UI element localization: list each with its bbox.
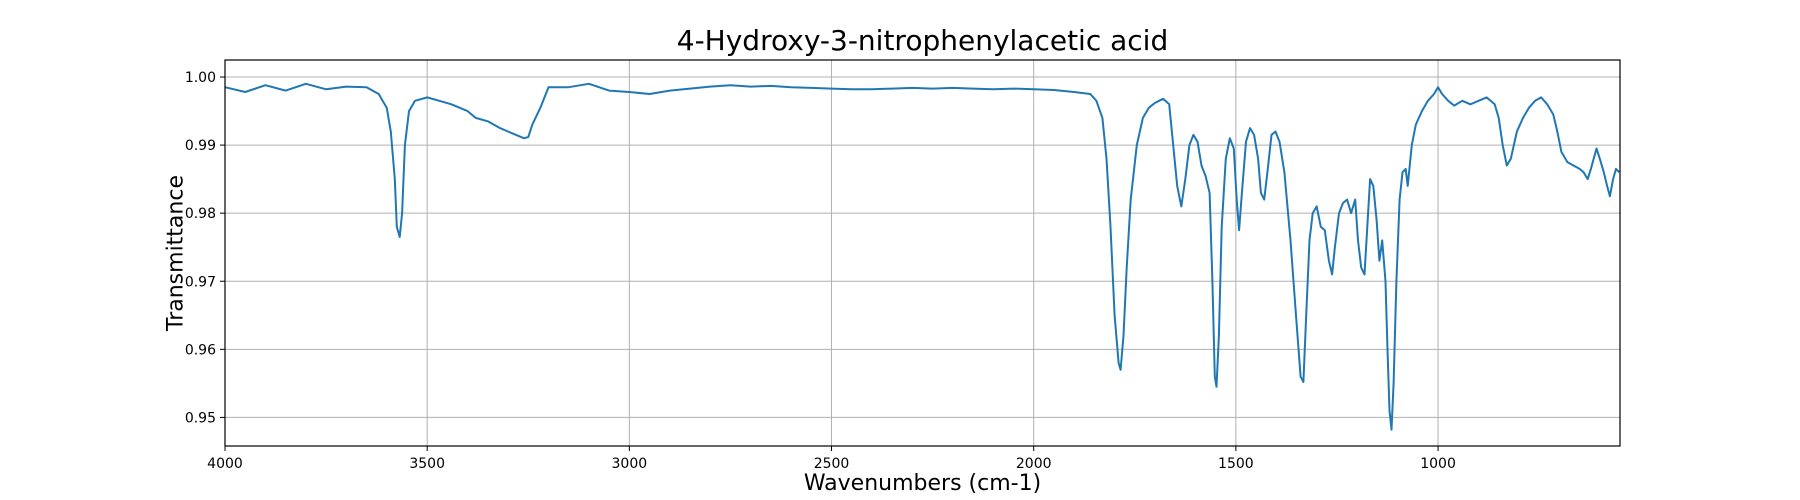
grid <box>224 60 1620 446</box>
x-tick-label: 1000 <box>1420 456 1456 472</box>
x-tick-label: 3500 <box>409 456 445 472</box>
y-tick-label: 0.98 <box>185 206 216 222</box>
y-tick-label: 0.97 <box>185 274 216 290</box>
x-tick-label: 2500 <box>814 456 850 472</box>
y-tick-label: 0.95 <box>185 410 216 426</box>
y-axis: 0.95 0.96 0.97 0.98 0.99 1.00 <box>185 70 225 426</box>
y-tick-label: 1.00 <box>185 70 216 86</box>
y-tick-label: 0.99 <box>185 138 216 154</box>
series-layer <box>224 82 1620 431</box>
x-axis: 4000 3500 3000 2500 2000 1500 1000 <box>207 446 1456 472</box>
plot-area-frame <box>224 59 1621 447</box>
x-tick-label: 3000 <box>612 456 648 472</box>
x-tick-label: 2000 <box>1016 456 1052 472</box>
x-tick-label: 1500 <box>1218 456 1254 472</box>
x-axis-label: Wavenumbers (cm-1) <box>804 471 1041 496</box>
y-tick-label: 0.96 <box>185 342 216 358</box>
x-tick-label: 4000 <box>207 456 243 472</box>
y-axis-label: Transmittance <box>164 175 189 332</box>
chart-title: 4-Hydroxy-3-nitrophenylacetic acid <box>677 24 1168 57</box>
transmittance-series-line <box>224 82 1620 431</box>
